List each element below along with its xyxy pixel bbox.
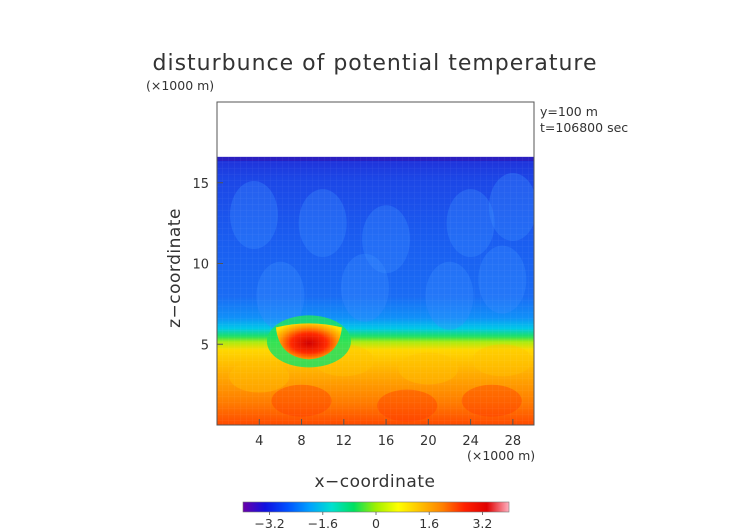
annotation-y: y=100 m [540,104,598,119]
colorbar-tick-label: −1.6 [308,516,338,531]
y-tick-label: 5 [201,338,209,353]
y-axis-label: z−coordinate [165,208,185,328]
x-axis-ticks: 4 8 12 16 20 24 28 [255,419,521,449]
colorbar [242,501,510,513]
x-tick-label: 12 [336,434,353,449]
y-tick-label: 10 [192,258,209,273]
x-tick-label: 16 [378,434,395,449]
y-tick-label: 15 [192,177,209,192]
x-axis-label: x−coordinate [315,472,436,492]
colorbar-tick-label: 1.6 [419,516,439,531]
x-tick-label: 20 [420,434,437,449]
x-tick-label: 4 [255,434,263,449]
colorbar-tick-label: 0 [372,516,380,531]
colorbar-tick-label: −3.2 [254,516,284,531]
chart-title: disturbunce of potential temperature [153,51,598,76]
annotation-t: t=106800 sec [540,120,628,135]
x-unit-label: (×1000 m) [467,448,535,463]
heatmap-field [217,156,534,425]
x-tick-label: 8 [297,434,305,449]
x-tick-label: 24 [462,434,479,449]
field-grid [217,156,534,425]
y-axis-ticks: 5 10 15 [192,177,223,353]
colorbar-tick-label: 3.2 [472,516,492,531]
x-tick-label: 28 [505,434,522,449]
colorbar-ticks: −3.2 −1.6 0 1.6 3.2 [254,512,492,531]
y-unit-label: (×1000 m) [146,78,214,93]
